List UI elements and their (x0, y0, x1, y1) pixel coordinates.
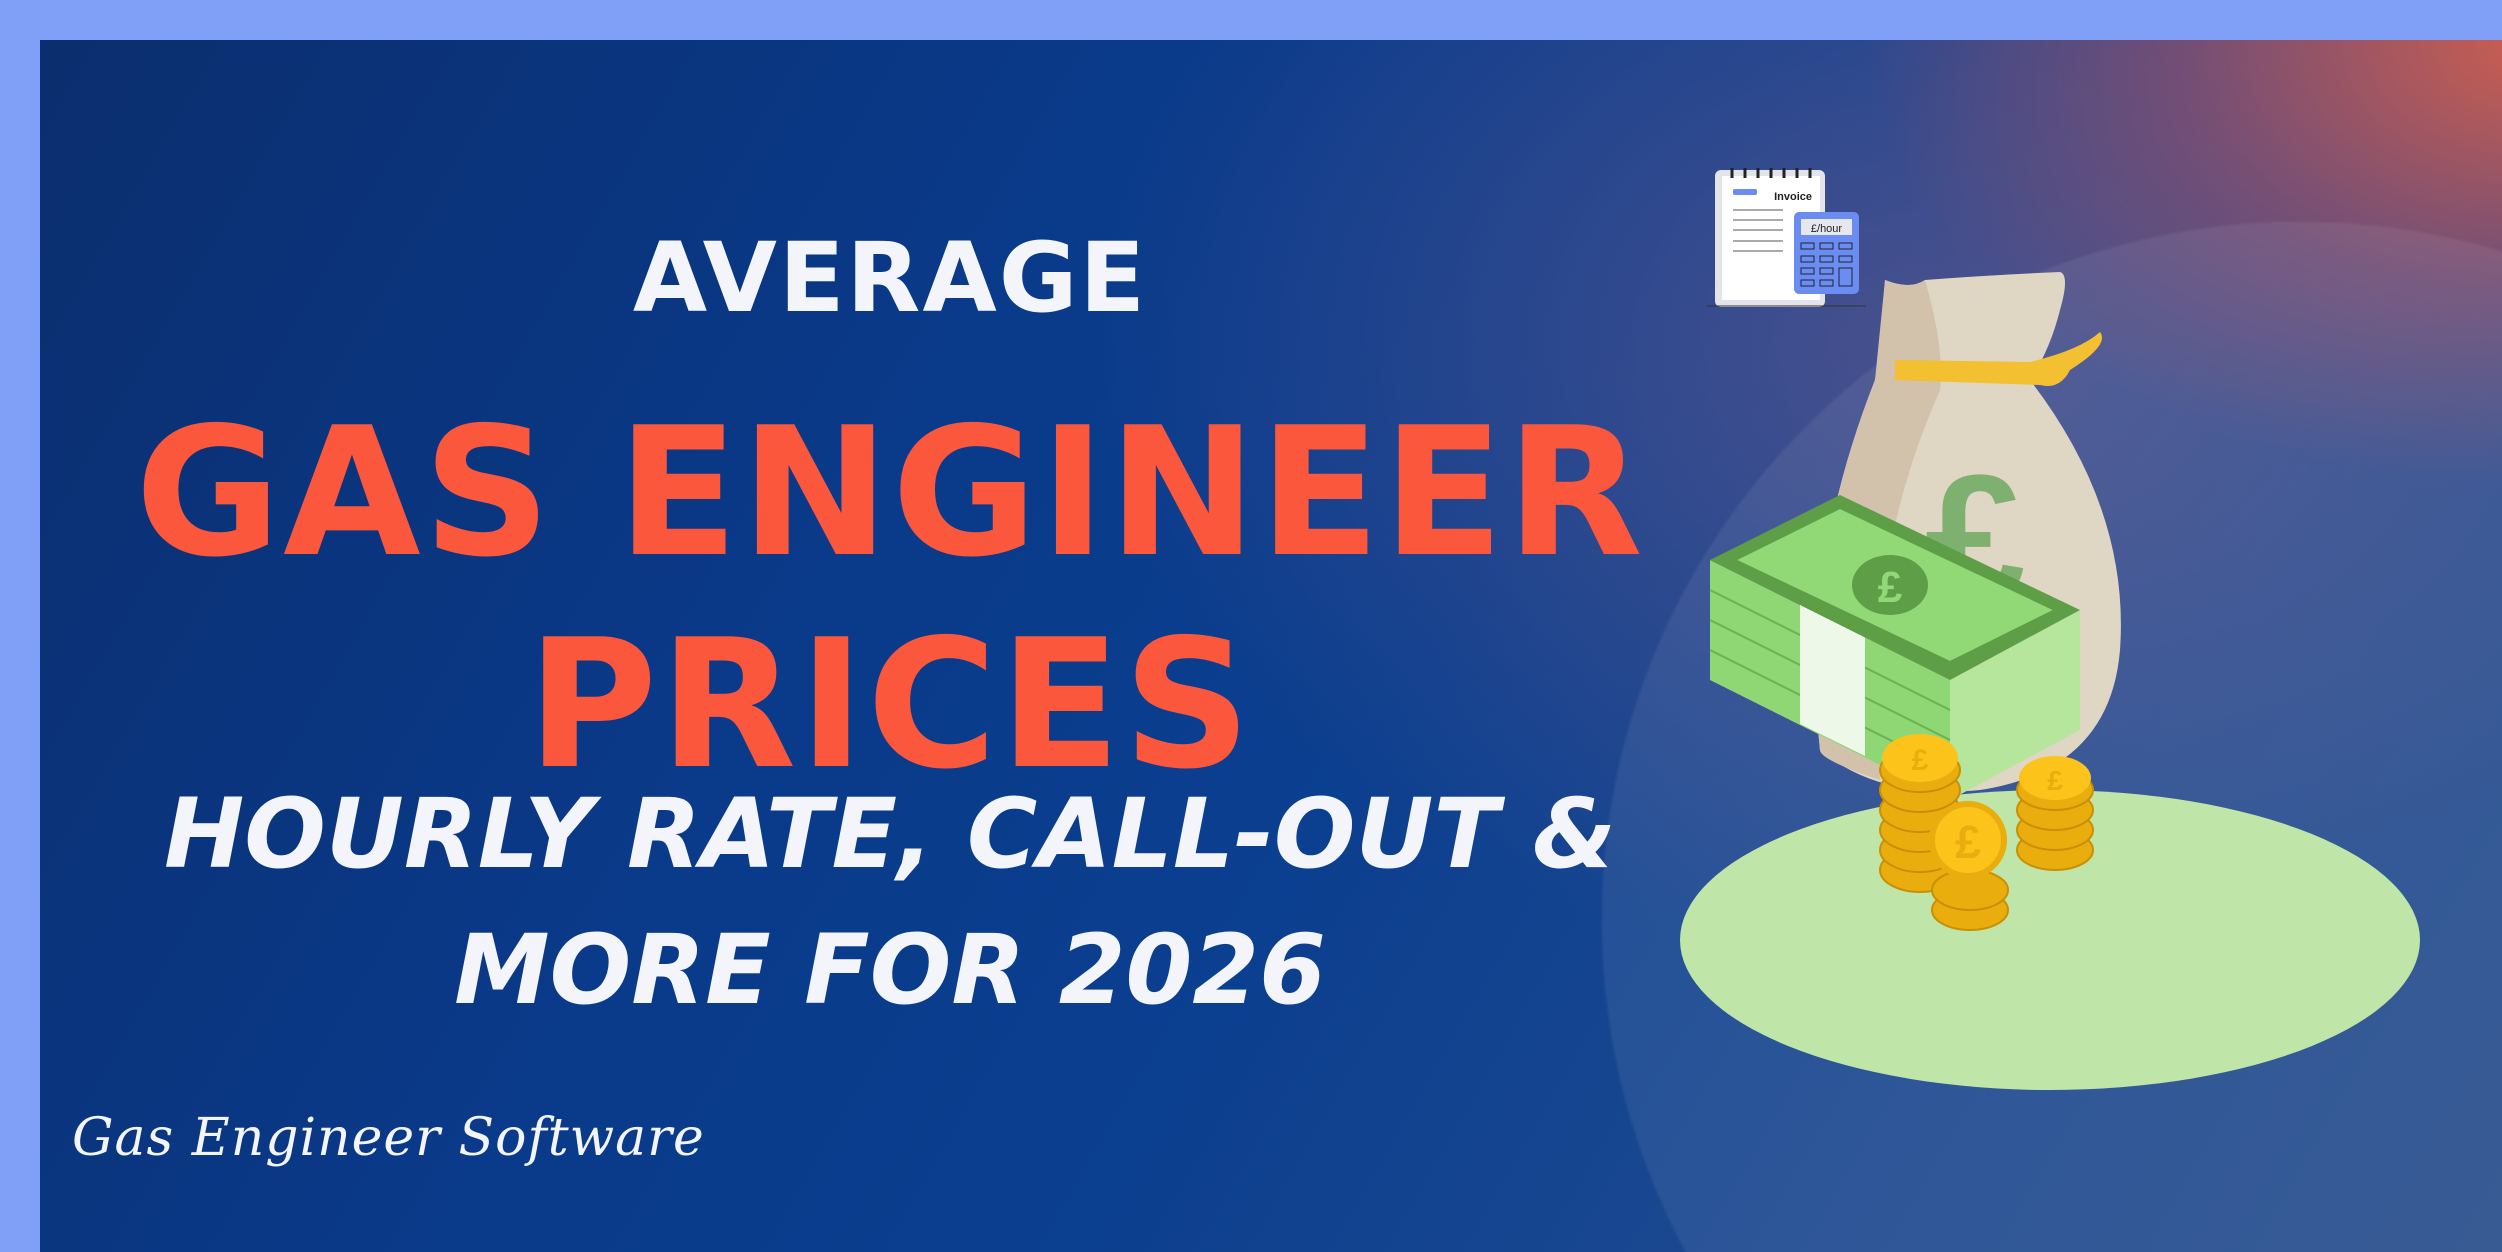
calculator-icon: £/hour (1794, 212, 1859, 294)
note-pound-symbol: £ (1878, 563, 1903, 612)
money-illustration: Invoice £/hour £ (1680, 168, 2420, 1090)
invoice-label: Invoice (1774, 191, 1812, 203)
brand-signature: Gas Engineer Software (72, 1108, 705, 1168)
headline-average: AVERAGE (632, 222, 1148, 334)
coin-pound-symbol: £ (2047, 765, 2063, 796)
headline-prices: PRICES (526, 601, 1254, 808)
subheadline-line2: MORE FOR 2026 (454, 914, 1326, 1026)
cash-stack-icon: £ (1709, 495, 2080, 800)
coin-stacks-icon: £ £ £ (1879, 734, 2094, 931)
coin-pound-symbol: £ (1955, 816, 1981, 868)
headline-gas-engineer: GAS ENGINEER (134, 389, 1646, 596)
banner: AVERAGE GAS ENGINEER PRICES HOURLY RATE,… (40, 40, 2502, 1252)
subheadline-line1: HOURLY RATE, CALL-OUT & (163, 778, 1617, 890)
coin-pound-symbol: £ (1912, 744, 1929, 777)
platform-ellipse (1680, 790, 2420, 1090)
calculator-display: £/hour (1811, 223, 1843, 235)
